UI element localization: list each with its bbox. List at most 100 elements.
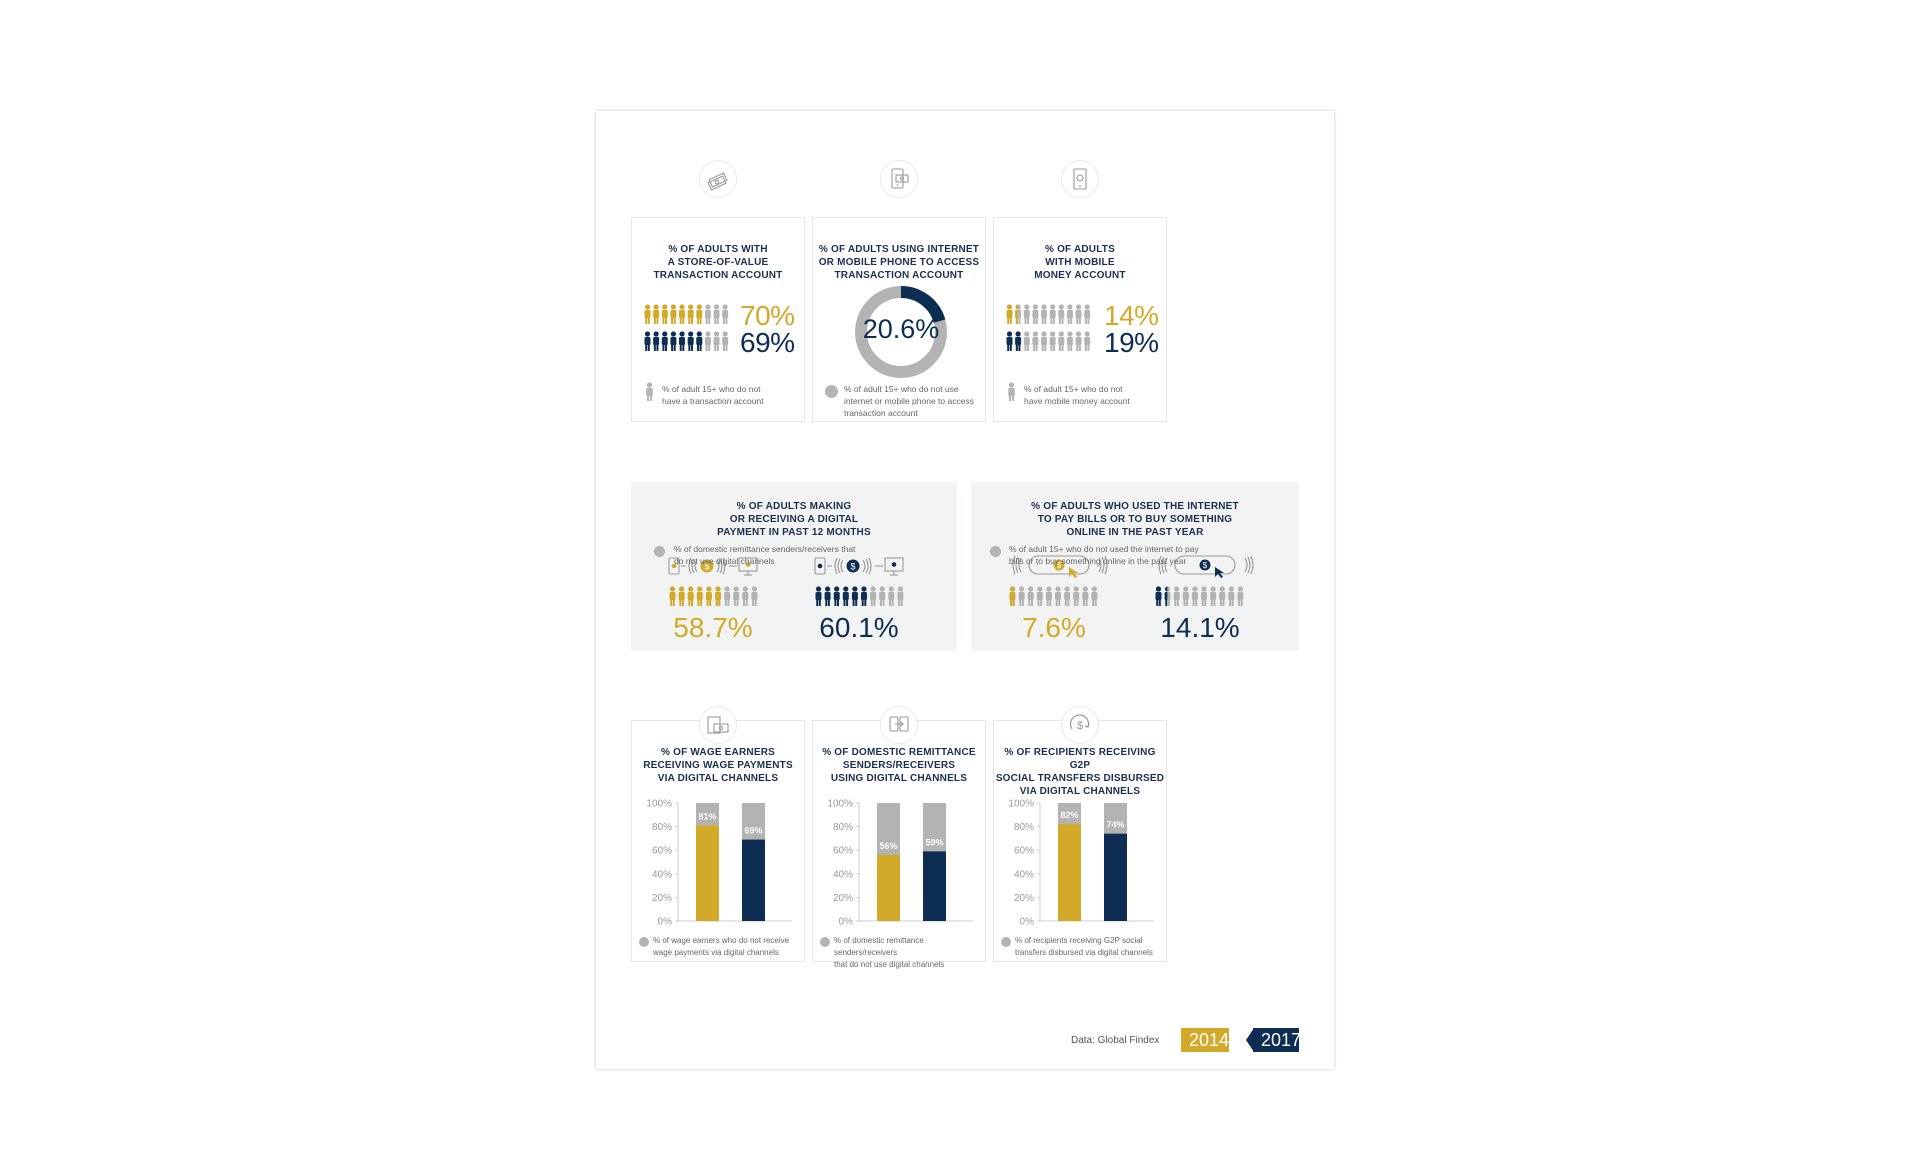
- person-empty: [888, 586, 895, 606]
- person-filled: [679, 304, 686, 324]
- person-filled: [842, 586, 849, 606]
- dollar-coin-icon: [1199, 559, 1211, 571]
- pay-button-icon: [1028, 555, 1090, 575]
- note: % of adult 15+ who do not have mobile mo…: [1024, 384, 1130, 406]
- bar-2014: [1058, 824, 1081, 921]
- y-tick-label: 20%: [1014, 893, 1034, 904]
- pictogram-2014: [1009, 586, 1098, 606]
- y-tick-label: 80%: [1014, 822, 1034, 833]
- person-filled: [653, 331, 660, 351]
- pct-2014: 14%: [1104, 300, 1159, 331]
- y-tick-label: 40%: [652, 869, 672, 880]
- bar-chart: 0% 20% 40% 60% 80% 100% 82% 74%: [1008, 799, 1154, 926]
- card-internet-bills: % OF ADULTS WHO USED THE INTERNET TO PAY…: [971, 482, 1299, 651]
- person-filled: [833, 586, 840, 606]
- person-empty: [751, 586, 758, 606]
- person-empty: [1182, 586, 1189, 606]
- person-filled: [1155, 586, 1162, 606]
- online-payment-icon-2017: $: [1158, 555, 1254, 578]
- bar-label: 69%: [744, 826, 762, 836]
- note: % of recipients receiving G2P social tra…: [1015, 936, 1153, 957]
- data-source: Data: Global Findex: [1071, 1035, 1160, 1046]
- note: % of wage earners who do not receive wag…: [653, 936, 790, 957]
- person-empty: [1075, 304, 1082, 324]
- pictogram-2017: [1155, 586, 1244, 606]
- y-tick-label: 60%: [652, 846, 672, 857]
- legend-dot: [820, 937, 830, 947]
- note: % of domestic remittance senders/receive…: [834, 936, 945, 969]
- note: % of adult 15+ who do not use internet o…: [844, 384, 974, 418]
- person-filled: [679, 331, 686, 351]
- person-empty: [1191, 586, 1198, 606]
- pct-2014: 58.7%: [673, 612, 753, 643]
- card-title: % OF WAGE EARNERS RECEIVING WAGE PAYMENT…: [643, 747, 793, 784]
- bar-2017: [742, 839, 765, 921]
- y-tick-label: 100%: [827, 799, 853, 810]
- dollar-cycle-icon: $: [1061, 706, 1099, 744]
- dollar-coin-icon: [700, 559, 714, 573]
- bar-label: 56%: [879, 841, 897, 851]
- person-filled: [696, 304, 703, 324]
- pct-2017: 19%: [1104, 327, 1159, 358]
- person-empty: [1023, 331, 1030, 351]
- bar-label: 74%: [1106, 820, 1124, 830]
- person-empty: [879, 586, 886, 606]
- person-filled: [815, 586, 822, 606]
- pictogram-2017: [1006, 331, 1091, 351]
- bar-2014: [877, 854, 900, 921]
- card-title: % OF RECIPIENTS RECEIVING G2P SOCIAL TRA…: [995, 747, 1165, 797]
- card-store-value: % OF ADULTS WITH A STORE-OF-VALUE TRANSA…: [631, 217, 805, 422]
- dollar-coin-icon: [1053, 559, 1065, 571]
- donut-chart: [855, 286, 947, 378]
- person-partial: [715, 586, 721, 606]
- person-empty: [1066, 304, 1073, 324]
- person-empty: [1045, 586, 1052, 606]
- bar-label: 81%: [698, 811, 716, 821]
- person-filled: [705, 586, 712, 606]
- person-filled: [824, 586, 831, 606]
- y-tick-label: 0%: [1020, 917, 1035, 926]
- person-partial: [1015, 331, 1022, 351]
- person-empty: [1018, 586, 1025, 606]
- y-tick-label: 100%: [646, 799, 672, 810]
- card-g2p: % OF RECIPIENTS RECEIVING G2P SOCIAL TRA…: [993, 720, 1167, 962]
- person-filled: [678, 586, 685, 606]
- person-empty: [722, 304, 729, 324]
- y-tick-label: 40%: [1014, 869, 1034, 880]
- payment-flow-icon-2017: $: [814, 557, 904, 576]
- note: % of adult 15+ who do not used the inter…: [1009, 544, 1199, 566]
- dollar-coin-icon: [846, 559, 860, 573]
- person-filled: [1006, 304, 1013, 324]
- person-empty: [704, 331, 711, 351]
- person-empty: [742, 586, 749, 606]
- person-empty: [1084, 304, 1091, 324]
- y-tick-label: 80%: [833, 822, 853, 833]
- legend-2014: 2014: [1181, 1028, 1229, 1052]
- person-empty: [1064, 586, 1071, 606]
- cursor-icon: [1215, 567, 1224, 578]
- wage-payment-icon: [699, 706, 737, 744]
- pay-button-icon: [1174, 555, 1236, 575]
- legend-dot: [825, 385, 838, 398]
- person-empty: [870, 586, 877, 606]
- person-empty: [1027, 586, 1034, 606]
- person-filled: [644, 304, 651, 324]
- pct-2014: 7.6%: [1022, 612, 1086, 643]
- infographic-page: % OF ADULTS WITH A STORE-OF-VALUE TRANSA…: [596, 111, 1334, 1069]
- pictogram-2017: [644, 331, 729, 351]
- y-tick-label: 20%: [833, 893, 853, 904]
- y-tick-label: 100%: [1008, 799, 1034, 810]
- person-filled: [687, 586, 694, 606]
- person-empty: [1082, 586, 1089, 606]
- note: % of domestic remittance senders/receive…: [674, 544, 856, 566]
- y-tick-label: 60%: [833, 846, 853, 857]
- phone-icon: [668, 557, 680, 575]
- bar-label: 82%: [1060, 810, 1078, 820]
- person-empty: [1219, 586, 1226, 606]
- bar-chart: 0% 20% 40% 60% 80% 100% 56% 59%: [827, 799, 973, 925]
- legend-dot: [990, 546, 1001, 557]
- person-empty: [733, 586, 740, 606]
- bar-2014: [696, 825, 719, 921]
- y-tick-label: 80%: [652, 822, 672, 833]
- card-wage: % OF WAGE EARNERS RECEIVING WAGE PAYMENT…: [631, 720, 805, 962]
